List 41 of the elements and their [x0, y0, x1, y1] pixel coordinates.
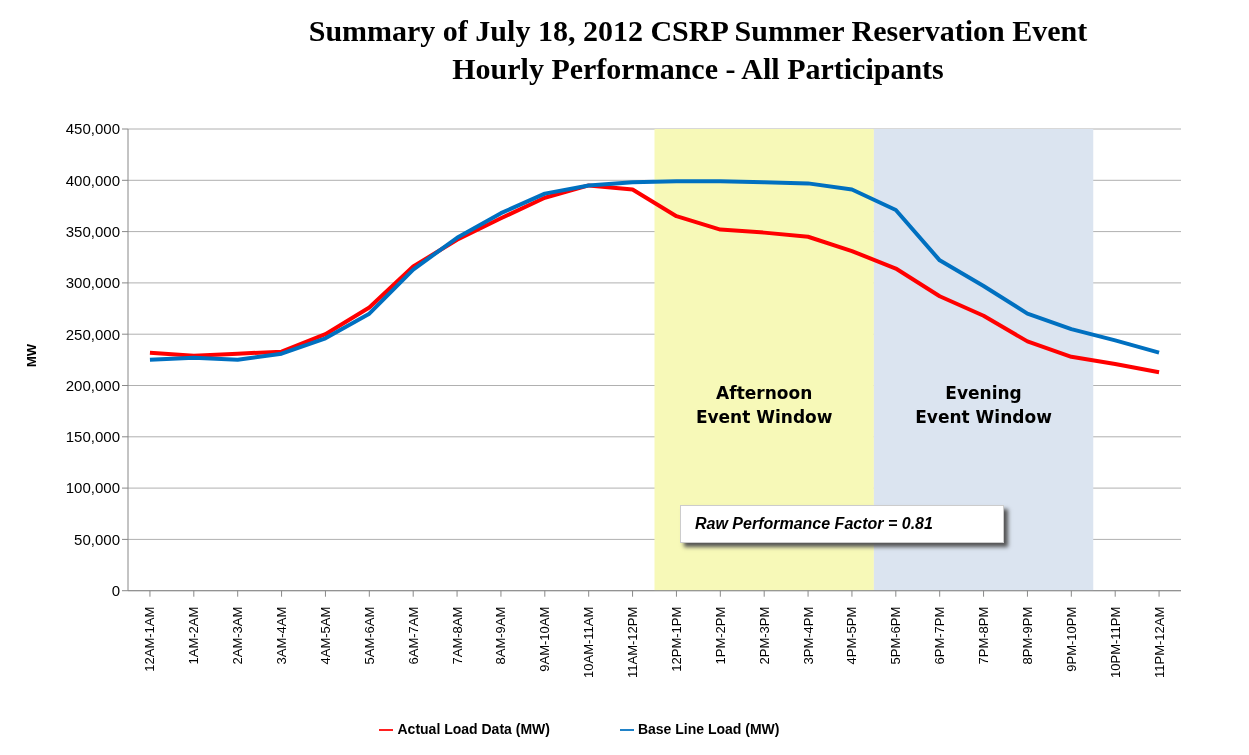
y-tick-label: 300,000	[65, 274, 120, 292]
x-tick-label: 6AM-7AM	[405, 606, 421, 665]
x-tick-label: 2AM-3AM	[230, 606, 246, 665]
x-tick-label: 6PM-7PM	[932, 606, 948, 665]
x-tick-label: 8AM-9AM	[493, 606, 509, 665]
x-tick-label: 8PM-9PM	[1019, 606, 1035, 665]
legend-label: Base Line Load (MW)	[637, 720, 780, 737]
band-label: Afternoon Event Window	[695, 383, 833, 427]
y-axis-title: MW	[24, 343, 40, 368]
x-tick-label: 9AM-10AM	[537, 606, 553, 672]
y-tick-label: 400,000	[65, 171, 120, 189]
x-tick-label: 11AM-12PM	[625, 606, 641, 678]
x-tick-label: 7PM-8PM	[976, 606, 992, 665]
y-tick-label: 450,000	[65, 120, 120, 138]
x-tick-label: 12PM-1PM	[668, 606, 684, 672]
x-tick-label: 2PM-3PM	[756, 606, 772, 665]
y-tick-label: 50,000	[74, 530, 120, 548]
x-tick-label: 5AM-6AM	[361, 606, 377, 665]
x-tick-label: 10AM-11AM	[581, 606, 597, 678]
x-tick-label: 10PM-11PM	[1107, 606, 1123, 678]
x-tick-label: 1AM-2AM	[186, 606, 202, 665]
band-label: Evening Event Window	[915, 383, 1053, 427]
x-tick-label: 4PM-5PM	[844, 606, 860, 665]
y-tick-label: 150,000	[65, 428, 120, 446]
x-tick-label: 7AM-8AM	[449, 606, 465, 665]
note-box: Raw Performance Factor = 0.81	[680, 505, 1004, 543]
y-tick-label: 200,000	[65, 376, 120, 394]
y-tick-label: 0	[111, 582, 120, 600]
chart-title: Summary of July 18, 2012 CSRP Summer Reservation Event Hourly Performance - All Participants	[307, 13, 1089, 87]
x-tick-label: 9PM-10PM	[1063, 606, 1079, 672]
y-tick-label: 250,000	[65, 325, 120, 343]
y-tick-label: 100,000	[65, 479, 120, 497]
y-tick-label: 350,000	[65, 222, 120, 240]
x-tick-label: 1PM-2PM	[712, 606, 728, 665]
legend-label: Actual Load Data (MW)	[397, 720, 550, 737]
x-tick-label: 4AM-5AM	[317, 606, 333, 665]
x-tick-label: 3PM-4PM	[800, 606, 816, 665]
x-tick-label: 5PM-6PM	[888, 606, 904, 665]
x-tick-label: 3AM-4AM	[274, 606, 290, 665]
x-tick-label: 12AM-1AM	[142, 606, 158, 672]
x-tick-label: 11PM-12AM	[1151, 606, 1167, 678]
